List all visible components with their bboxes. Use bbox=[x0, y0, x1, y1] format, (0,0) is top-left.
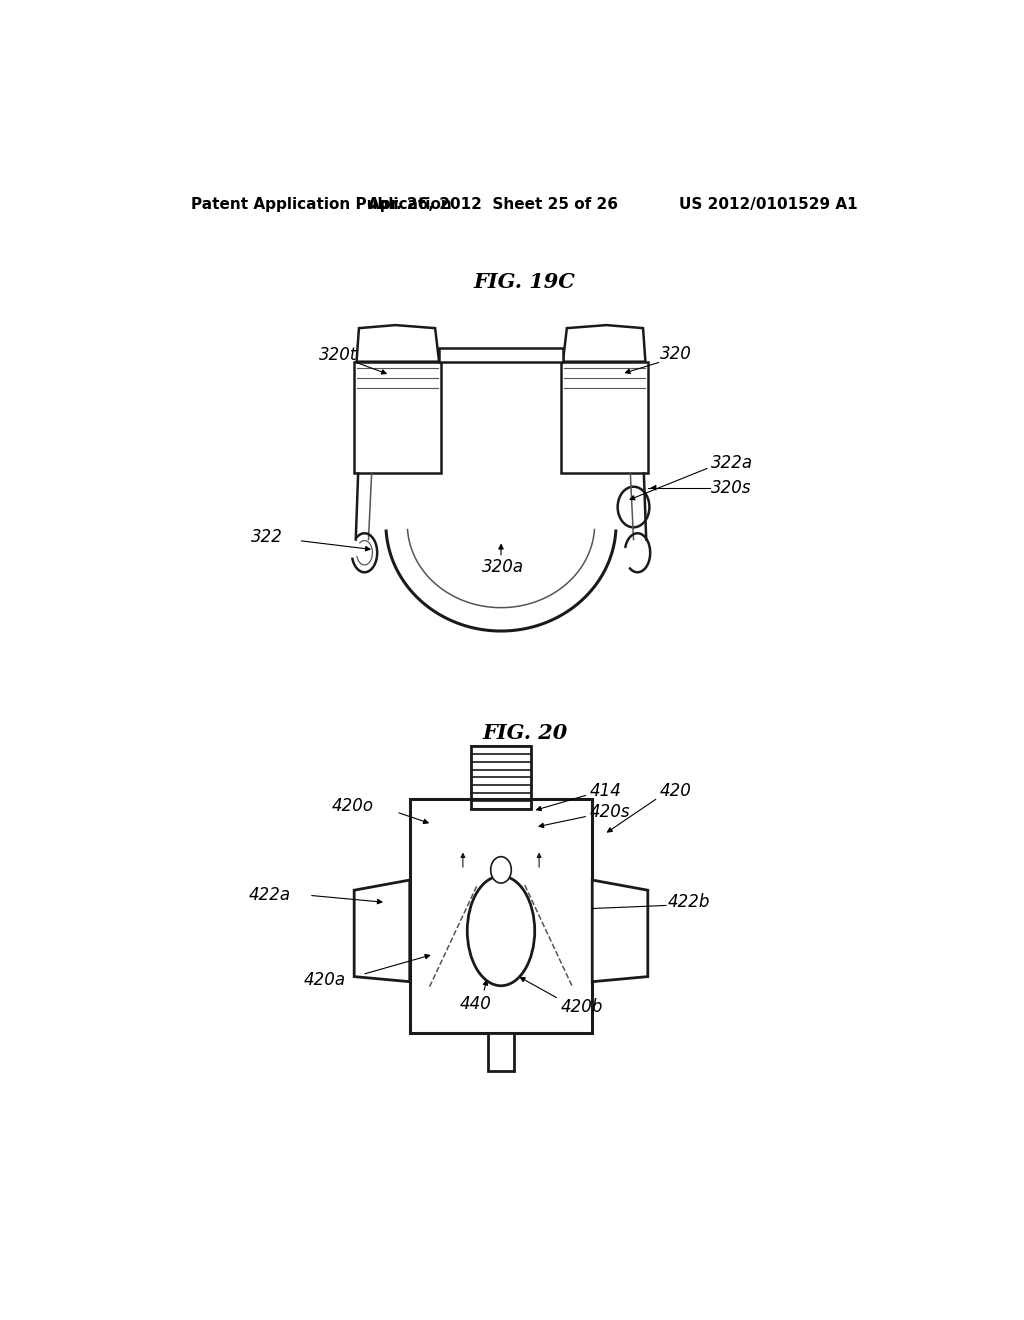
Bar bbox=[471, 746, 530, 809]
Text: US 2012/0101529 A1: US 2012/0101529 A1 bbox=[680, 197, 858, 211]
Text: 320a: 320a bbox=[481, 558, 523, 576]
Text: 420: 420 bbox=[659, 781, 691, 800]
Ellipse shape bbox=[467, 876, 535, 986]
Text: 422a: 422a bbox=[249, 886, 291, 904]
Text: 320t: 320t bbox=[319, 346, 357, 363]
Text: 422b: 422b bbox=[668, 894, 710, 911]
Bar bbox=[560, 362, 648, 474]
Text: FIG. 20: FIG. 20 bbox=[482, 722, 567, 743]
Polygon shape bbox=[592, 880, 648, 982]
Text: 420b: 420b bbox=[560, 998, 603, 1016]
Bar bbox=[354, 362, 441, 474]
Bar bbox=[488, 1032, 514, 1071]
Text: Patent Application Publication: Patent Application Publication bbox=[191, 197, 453, 211]
Text: 320s: 320s bbox=[712, 479, 752, 496]
Bar bbox=[410, 799, 592, 1032]
Text: 322: 322 bbox=[251, 528, 283, 545]
Text: 440: 440 bbox=[460, 995, 492, 1012]
Polygon shape bbox=[563, 325, 645, 362]
Text: 420s: 420s bbox=[590, 803, 631, 821]
Circle shape bbox=[490, 857, 511, 883]
Text: 420a: 420a bbox=[304, 970, 346, 989]
Text: FIG. 19C: FIG. 19C bbox=[474, 272, 575, 293]
Bar bbox=[439, 348, 563, 362]
Text: Apr. 26, 2012  Sheet 25 of 26: Apr. 26, 2012 Sheet 25 of 26 bbox=[368, 197, 618, 211]
Text: 414: 414 bbox=[590, 781, 622, 800]
Text: 320: 320 bbox=[659, 345, 691, 363]
Polygon shape bbox=[356, 325, 439, 362]
Circle shape bbox=[617, 487, 649, 528]
Polygon shape bbox=[354, 880, 410, 982]
Text: 420o: 420o bbox=[332, 797, 374, 814]
Text: 322a: 322a bbox=[712, 454, 754, 473]
